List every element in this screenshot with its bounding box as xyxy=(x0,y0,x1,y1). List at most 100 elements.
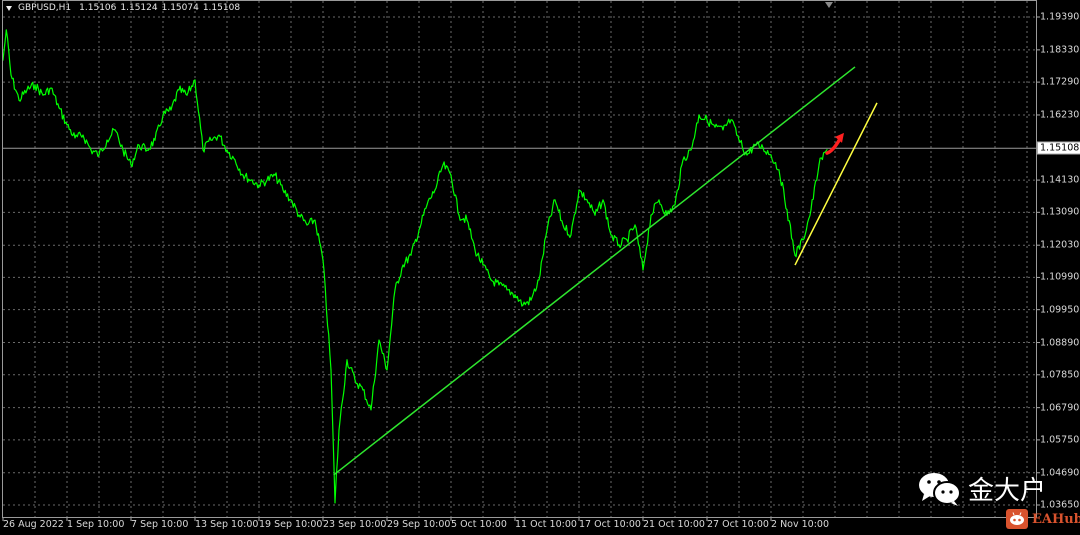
price-point xyxy=(50,87,52,89)
eahub-text: EAHub xyxy=(1032,511,1080,527)
time-tick-label: 13 Sep 10:00 xyxy=(195,519,259,530)
price-point xyxy=(586,199,588,201)
price-point xyxy=(346,359,348,361)
price-point xyxy=(522,304,524,306)
price-point xyxy=(210,139,212,141)
price-point xyxy=(290,199,292,201)
price-point xyxy=(626,239,628,241)
price-point xyxy=(722,129,724,131)
price-point xyxy=(802,239,804,241)
price-tick-label: 1.17290 xyxy=(1040,76,1080,88)
price-point xyxy=(746,154,748,156)
chart-grid xyxy=(2,1,1040,521)
price-point xyxy=(162,114,164,116)
price-point xyxy=(226,149,228,151)
price-tick-label: 1.10990 xyxy=(1040,271,1080,283)
price-tick-label: 1.08890 xyxy=(1040,337,1080,349)
price-point xyxy=(570,234,572,236)
price-point xyxy=(394,289,396,291)
watermark-text: 金大户 xyxy=(968,476,1047,506)
price-point xyxy=(490,279,492,281)
price-point xyxy=(130,164,132,166)
price-point xyxy=(818,164,820,166)
price-point xyxy=(234,159,236,161)
price-point xyxy=(194,79,196,81)
price-point xyxy=(434,189,436,191)
price-point xyxy=(482,264,484,266)
time-tick-label: 19 Sep 10:00 xyxy=(259,519,323,530)
price-point xyxy=(682,159,684,161)
price-point xyxy=(154,139,156,141)
price-point xyxy=(314,219,316,221)
price-point xyxy=(106,139,108,141)
price-point xyxy=(5,29,7,31)
price-point xyxy=(418,229,420,231)
price-point xyxy=(370,409,372,411)
price-tick-label: 1.12030 xyxy=(1040,239,1080,251)
time-tick-label: 27 Oct 10:00 xyxy=(707,519,769,530)
price-point xyxy=(58,107,60,109)
time-tick-label: 17 Oct 10:00 xyxy=(579,519,641,530)
price-series xyxy=(2,29,828,504)
price-point xyxy=(178,89,180,91)
price-point xyxy=(402,264,404,266)
dropdown-triangle-icon[interactable] xyxy=(6,5,12,11)
price-point xyxy=(322,259,324,261)
price-point xyxy=(330,369,332,371)
price-point xyxy=(282,189,284,191)
time-tick-label: 23 Sep 10:00 xyxy=(323,519,387,530)
time-tick-label: 21 Oct 10:00 xyxy=(643,519,705,530)
price-tick-label: 1.14130 xyxy=(1040,174,1080,186)
price-point xyxy=(338,429,340,431)
red-arrow-shaft[interactable] xyxy=(825,137,842,155)
price-point xyxy=(10,74,12,76)
price-point xyxy=(698,114,700,116)
price-tick-label: 1.09950 xyxy=(1040,304,1080,316)
price-point xyxy=(250,179,252,181)
price-point xyxy=(386,369,388,371)
open-value: 1.15106 xyxy=(79,3,117,13)
chart-shift-marker[interactable] xyxy=(825,2,833,8)
price-tick-label: 1.06790 xyxy=(1040,402,1080,414)
price-point xyxy=(610,234,612,236)
price-point xyxy=(138,144,140,146)
price-tick-label: 1.18330 xyxy=(1040,44,1080,56)
price-point xyxy=(458,214,460,216)
time-tick-label: 11 Oct 10:00 xyxy=(515,519,577,530)
price-point xyxy=(306,224,308,226)
price-point xyxy=(362,389,364,391)
price-point xyxy=(634,224,636,226)
chart-frame xyxy=(2,0,1037,518)
price-point xyxy=(442,164,444,166)
price-point xyxy=(170,109,172,111)
price-point xyxy=(650,214,652,216)
current-price-label: 1.15108 xyxy=(1037,141,1080,155)
price-point xyxy=(810,209,812,211)
price-point xyxy=(498,284,500,286)
price-tick-label: 1.04690 xyxy=(1040,467,1080,479)
price-point xyxy=(658,199,660,201)
price-tick-label: 1.05750 xyxy=(1040,434,1080,446)
trendlines[interactable] xyxy=(333,66,878,476)
time-tick-label: 7 Sep 10:00 xyxy=(131,519,189,530)
price-point xyxy=(66,124,68,126)
watermark: 金大户 xyxy=(918,470,1046,507)
price-tick-label: 1.13090 xyxy=(1040,206,1080,218)
price-point xyxy=(426,204,428,206)
price-point xyxy=(450,174,452,176)
price-point xyxy=(578,189,580,191)
time-tick-label: 29 Sep 10:00 xyxy=(387,519,451,530)
red-arrow-head-icon[interactable] xyxy=(835,132,844,143)
time-tick-label: 5 Oct 10:00 xyxy=(451,519,507,530)
price-point xyxy=(554,199,556,201)
trendline-recent[interactable] xyxy=(794,102,878,266)
price-point xyxy=(602,199,604,201)
price-point xyxy=(42,94,44,96)
trendline-main[interactable] xyxy=(333,66,856,476)
price-tick-label: 1.03650 xyxy=(1040,499,1080,511)
chart-header: GBPUSD,H1 1.15106 1.15124 1.15074 1.1510… xyxy=(6,3,240,13)
symbol-label: GBPUSD,H1 xyxy=(18,3,72,13)
price-point xyxy=(506,289,508,291)
close-value: 1.15108 xyxy=(202,3,241,13)
